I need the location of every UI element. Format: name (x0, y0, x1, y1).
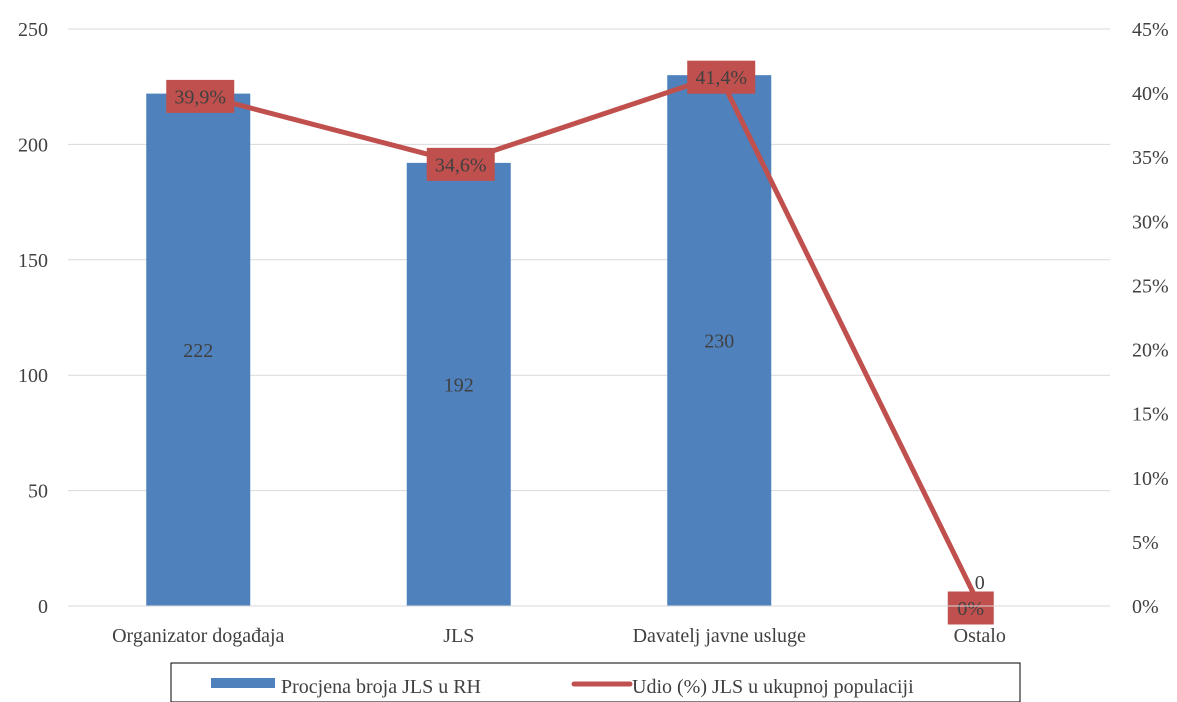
right-tick-label: 20% (1132, 340, 1169, 362)
bar-value-label: 230 (704, 331, 734, 353)
right-tick-label: 45% (1132, 19, 1169, 41)
bar-series (146, 75, 772, 606)
line-label-box (947, 591, 994, 625)
legend-label-line: Udio (%) JLS u ukupnoj populaciji (632, 676, 914, 698)
left-tick-label: 50 (28, 481, 48, 503)
x-axis: Organizator događaja JLS Davatelj javne us… (68, 605, 1110, 647)
category-label: Ostalo (954, 625, 1006, 647)
right-tick-label: 35% (1132, 147, 1169, 169)
line-data-labels: 39,9% 34,6% 41,4% 0% (166, 60, 994, 625)
right-tick-label: 15% (1132, 404, 1169, 426)
left-tick-label: 150 (18, 250, 48, 272)
line-series-path (195, 72, 983, 609)
bar (667, 75, 772, 606)
bar (146, 93, 251, 606)
right-axis: 0% 5% 10% 15% 20% 25% 30% 35% 40% 45% (1132, 19, 1169, 618)
legend-label-bar: Procjena broja JLS u RH (281, 676, 481, 698)
line-label-box (166, 79, 235, 113)
category-label: Organizator događaja (112, 625, 284, 647)
bar-value-label: 0 (975, 572, 985, 594)
left-tick-label: 100 (18, 365, 48, 387)
right-tick-label: 5% (1132, 532, 1159, 554)
right-tick-label: 30% (1132, 211, 1169, 233)
bar-value-label: 222 (183, 340, 213, 362)
legend: Procjena broja JLS u RH Udio (%) JLS u uk… (170, 662, 1021, 702)
right-tick-label: 25% (1132, 275, 1169, 297)
category-label: Davatelj javne usluge (633, 625, 806, 647)
left-tick-label: 0 (38, 596, 48, 618)
line-value-label: 39,9% (174, 86, 226, 108)
line-label-box (687, 60, 756, 94)
right-tick-label: 40% (1132, 83, 1169, 105)
line-value-label: 0% (957, 598, 984, 620)
left-axis: 0 50 100 150 200 250 (18, 19, 48, 618)
left-tick-label: 250 (18, 19, 48, 41)
bar-value-label: 192 (444, 374, 474, 396)
bar-data-labels: 222 192 230 0 (183, 331, 985, 594)
line-label-box (426, 147, 495, 181)
right-tick-label: 10% (1132, 468, 1169, 490)
right-tick-label: 0% (1132, 596, 1159, 618)
category-label: JLS (443, 625, 474, 647)
line-value-label: 41,4% (695, 67, 747, 89)
line-series (195, 72, 983, 609)
bar (406, 162, 511, 606)
left-tick-label: 200 (18, 134, 48, 156)
legend-swatch-bar (211, 678, 275, 688)
line-value-label: 34,6% (435, 154, 487, 176)
